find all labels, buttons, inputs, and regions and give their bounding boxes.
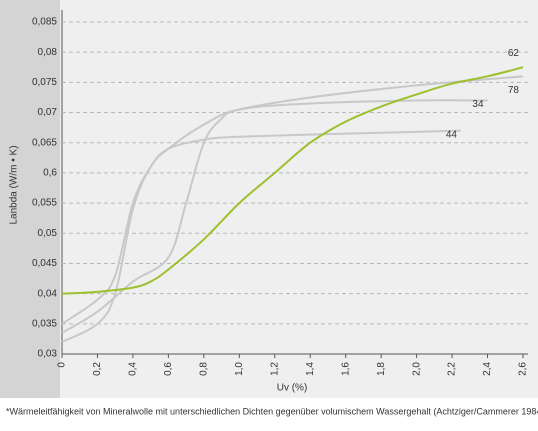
y-tick-label: 0,05: [38, 228, 58, 239]
x-tick-label: 0: [57, 362, 68, 368]
y-tick-label: 0,035: [32, 318, 57, 329]
x-tick-label: 0,2: [92, 362, 103, 376]
x-tick-label: 1,6: [340, 362, 351, 376]
x-tick-label: 0,4: [128, 362, 139, 376]
y-tick-label: 0,085: [32, 17, 57, 28]
y-tick-label: 0,07: [38, 107, 58, 118]
y-axis-label: Lanbda (W/m • K): [9, 145, 20, 224]
x-tick-label: 2,2: [447, 362, 458, 376]
caption-area: [0, 398, 538, 426]
y-tick-label: 0,045: [32, 258, 57, 269]
caption: *Wärmeleitfähigkeit von Mineralwolle mit…: [6, 406, 538, 416]
y-tick-label: 0,04: [38, 288, 58, 299]
line-series: [61, 75, 524, 334]
x-axis-label: Uv (%): [277, 383, 308, 394]
series-label: 78: [508, 85, 520, 96]
x-tick-label: 2,0: [411, 362, 422, 376]
y-tick-label: 0,075: [32, 77, 57, 88]
line-series: [61, 66, 524, 295]
x-tick-label: 0,8: [198, 362, 209, 376]
series-label: 62: [508, 48, 520, 59]
x-tick-label: 1,2: [269, 362, 280, 376]
series-label: 34: [472, 99, 484, 110]
series-label: 44: [446, 129, 458, 140]
axis-strip: [0, 0, 60, 398]
y-tick-label: 0,6: [43, 168, 57, 179]
y-tick-label: 0,065: [32, 137, 57, 148]
x-tick-label: 2,4: [482, 362, 493, 376]
x-tick-label: 1,0: [234, 362, 245, 376]
x-tick-label: 1,8: [376, 362, 387, 376]
y-tick-label: 0,03: [38, 349, 58, 360]
y-tick-label: 0,055: [32, 198, 57, 209]
background: [0, 0, 538, 398]
x-tick-label: 1,4: [305, 362, 316, 376]
y-tick-label: 0,08: [38, 47, 58, 58]
x-tick-label: 2,6: [518, 362, 529, 376]
x-tick-label: 0,6: [163, 362, 174, 376]
